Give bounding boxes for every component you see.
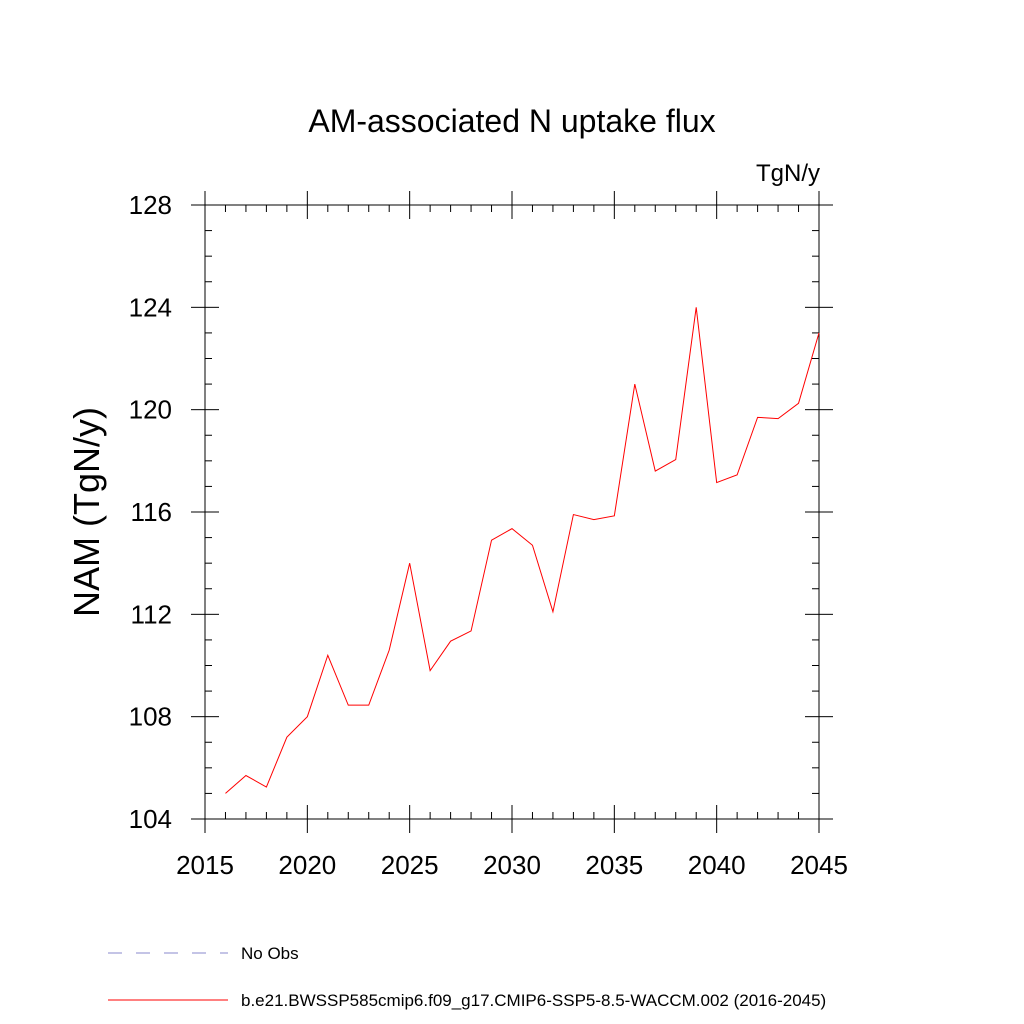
- x-tick-label: 2015: [176, 850, 234, 880]
- data-point: [819, 332, 820, 333]
- data-point: [348, 705, 349, 706]
- data-point: [675, 459, 676, 460]
- data-point: [757, 417, 758, 418]
- x-tick-label: 2035: [585, 850, 643, 880]
- legend: No Obs b.e21.BWSSP585cmip6.f09_g17.CMIP6…: [108, 944, 826, 1010]
- data-point: [696, 307, 697, 308]
- data-point: [778, 418, 779, 419]
- x-tick-label: 2040: [688, 850, 746, 880]
- data-point: [737, 474, 738, 475]
- data-point: [491, 540, 492, 541]
- x-tick-label: 2025: [381, 850, 439, 880]
- data-point: [286, 737, 287, 738]
- units-label: TgN/y: [756, 160, 820, 187]
- data-point: [798, 403, 799, 404]
- x-tick-label: 2020: [278, 850, 336, 880]
- data-point: [409, 563, 410, 564]
- y-tick-label: 124: [129, 292, 172, 322]
- series-layer: [225, 307, 820, 794]
- series-line: [225, 307, 820, 794]
- data-point: [512, 528, 513, 529]
- data-point: [593, 519, 594, 520]
- y-axis-label: NAM (TgN/y): [66, 407, 107, 617]
- x-tick-labels: 2015 2020 2025 2030 2035 2040 2045: [176, 850, 848, 880]
- data-point: [225, 793, 226, 794]
- chart-title: AM-associated N uptake flux: [308, 103, 715, 139]
- data-point: [245, 775, 246, 776]
- data-point: [716, 482, 717, 483]
- data-point: [450, 641, 451, 642]
- y-tick-label: 112: [131, 599, 172, 629]
- y-tick-label: 128: [129, 190, 172, 220]
- data-point: [471, 630, 472, 631]
- data-point: [368, 705, 369, 706]
- y-tick-labels: 104 108 112 116 120 124 128: [129, 190, 172, 834]
- data-point: [532, 545, 533, 546]
- y-tick-label: 116: [131, 497, 172, 527]
- y-tick-label: 108: [129, 702, 172, 732]
- data-point: [634, 384, 635, 385]
- data-point: [655, 471, 656, 472]
- legend-label-no-obs: No Obs: [241, 944, 299, 963]
- data-point: [389, 650, 390, 651]
- data-point: [573, 514, 574, 515]
- data-point: [307, 716, 308, 717]
- data-point: [266, 787, 267, 788]
- data-point: [614, 515, 615, 516]
- y-tick-label: 104: [129, 804, 172, 834]
- x-tick-label: 2045: [790, 850, 848, 880]
- x-tick-label: 2030: [483, 850, 541, 880]
- y-tick-label: 120: [129, 395, 172, 425]
- legend-label-series: b.e21.BWSSP585cmip6.f09_g17.CMIP6-SSP5-8…: [241, 991, 826, 1010]
- data-point: [327, 655, 328, 656]
- axis-ticks: [191, 191, 833, 833]
- data-point: [430, 670, 431, 671]
- data-point: [552, 611, 553, 612]
